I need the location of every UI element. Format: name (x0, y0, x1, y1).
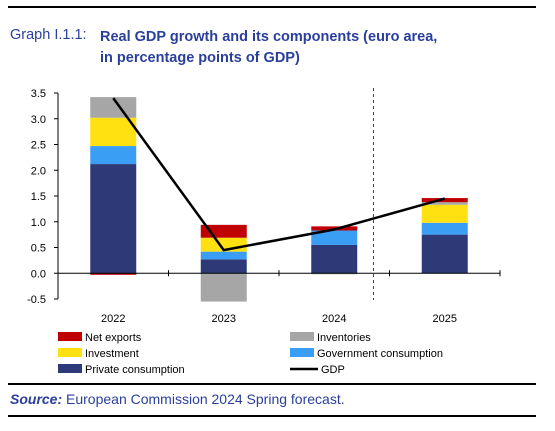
y-tick-label: 3.0 (31, 114, 46, 126)
bar-government_consumption-2023 (200, 251, 247, 260)
bar-private_consumption-2023 (200, 259, 247, 274)
y-tick-label: 0.0 (31, 268, 46, 280)
bar-government_consumption-2024 (311, 230, 358, 245)
legend-swatch-net_exports (58, 332, 82, 341)
legend-label-gdp: GDP (321, 364, 345, 376)
source-note: Source: European Commission 2024 Spring … (10, 391, 345, 407)
top-rule (8, 6, 536, 8)
bar-inventories-2024 (311, 273, 358, 275)
legend-swatch-government_consumption (290, 348, 314, 357)
x-tick-label-2022: 2022 (101, 313, 125, 325)
bar-private_consumption-2025 (421, 234, 468, 274)
y-tick-label: 0.5 (31, 243, 46, 255)
chart-legend: Net exports Inventories Investment Governme… (58, 332, 443, 376)
legend-label-net_exports: Net exports (85, 332, 142, 344)
x-tick-label-2023: 2023 (212, 313, 236, 325)
legend-swatch-investment (58, 348, 82, 357)
legend-label-inventories: Inventories (317, 332, 371, 344)
source-top-rule (8, 383, 536, 385)
y-tick-label: 2.5 (31, 140, 46, 152)
legend-swatch-inventories (290, 332, 314, 341)
legend-label-investment: Investment (85, 348, 139, 360)
source-label: Source: (10, 391, 63, 407)
bar-inventories-2025 (421, 202, 468, 205)
graph-label: Graph I.1.1: (10, 27, 87, 43)
bar-net_exports-2025 (421, 198, 468, 203)
legend-label-government_consumption: Government consumption (317, 348, 443, 360)
y-tick-label: 2.0 (31, 165, 46, 177)
source-text: European Commission 2024 Spring forecast… (66, 391, 345, 407)
gdp-line-layer (112, 97, 446, 252)
gdp-chart: 3.5 3.0 2.5 2.0 1.5 1.0 0.5 0.0 -0.5 2022 2023 2024… (27, 88, 501, 376)
bar-investment-2022 (90, 117, 137, 147)
legend-label-private_consumption: Private consumption (85, 364, 185, 376)
legend-swatch-private_consumption (58, 364, 82, 373)
bar-inventories-2023 (200, 273, 247, 302)
bottom-rule (8, 415, 536, 417)
gdp-line (112, 97, 446, 252)
y-tick-label: 1.0 (31, 217, 46, 229)
bar-private_consumption-2024 (311, 244, 358, 274)
bar-government_consumption-2022 (90, 146, 137, 165)
y-tick-label: 1.5 (31, 191, 46, 203)
chart-title-line1: Real GDP growth and its components (euro… (100, 29, 438, 45)
x-tick-label-2024: 2024 (322, 313, 346, 325)
y-tick-label: 3.5 (31, 88, 46, 100)
bar-government_consumption-2025 (421, 222, 468, 235)
chart-title-line2: in percentage points of GDP) (100, 50, 300, 66)
y-tick-label: -0.5 (27, 294, 46, 306)
bar-investment-2025 (421, 204, 468, 223)
bar-net_exports-2022 (90, 273, 137, 275)
chart-title: Real GDP growth and its components (euro… (100, 27, 540, 69)
bar-private_consumption-2022 (90, 164, 137, 274)
chart-axes: 3.5 3.0 2.5 2.0 1.5 1.0 0.5 0.0 -0.5 2022 2023 2024… (27, 88, 501, 325)
x-tick-label-2025: 2025 (433, 313, 457, 325)
